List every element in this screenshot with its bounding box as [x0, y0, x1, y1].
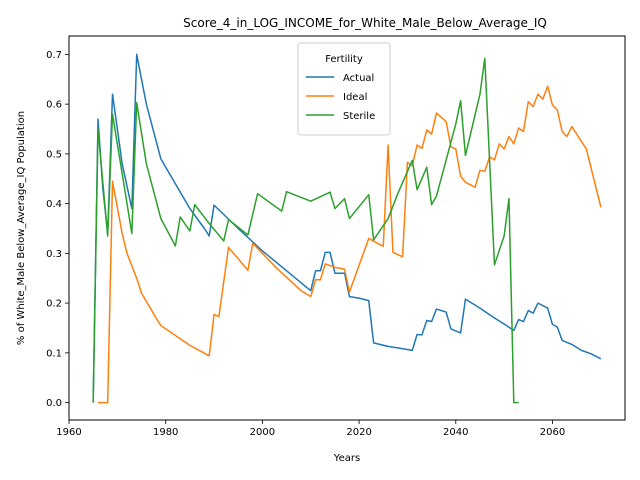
y-tick-label: 0.3 — [46, 249, 62, 260]
plot-frame — [68, 35, 626, 421]
chart-title: Score_4_in_LOG_INCOME_for_White_Male_Bel… — [183, 16, 547, 30]
x-tick-label: 1960 — [56, 427, 81, 438]
legend-box — [297, 42, 391, 136]
legend-label-sterile: Sterile — [343, 111, 375, 122]
x-axis-ticks: 1960 1980 2000 2020 2040 2060 — [56, 420, 565, 438]
y-axis-ticks: 0.0 0.1 0.2 0.3 0.4 0.5 0.6 0.7 — [46, 50, 69, 409]
series-line-actual — [92, 53, 602, 403]
series-layer — [92, 53, 602, 404]
y-tick-label: 0.4 — [46, 199, 62, 210]
series-line-sterile — [92, 57, 519, 404]
y-tick-label: 0.7 — [46, 50, 62, 61]
y-tick-label: 0.5 — [46, 149, 62, 160]
x-tick-label: 2000 — [250, 427, 275, 438]
legend: Fertility Actual Ideal Sterile — [297, 42, 391, 136]
series-line-ideal — [98, 85, 602, 404]
legend-entries: Actual Ideal Sterile — [306, 73, 375, 122]
y-tick-label: 0.0 — [46, 398, 62, 409]
legend-label-ideal: Ideal — [343, 92, 367, 103]
legend-label-actual: Actual — [343, 73, 374, 84]
x-tick-label: 1980 — [153, 427, 178, 438]
x-tick-label: 2060 — [540, 427, 565, 438]
y-tick-label: 0.1 — [46, 348, 62, 359]
x-tick-label: 2040 — [443, 427, 468, 438]
y-tick-label: 0.2 — [46, 299, 62, 310]
y-axis-label: % of White_Male Below_Average_IQ Populat… — [16, 111, 27, 345]
x-tick-label: 2020 — [346, 427, 371, 438]
legend-title: Fertility — [325, 54, 363, 65]
x-axis-label: Years — [333, 453, 360, 464]
y-tick-label: 0.6 — [46, 100, 62, 111]
